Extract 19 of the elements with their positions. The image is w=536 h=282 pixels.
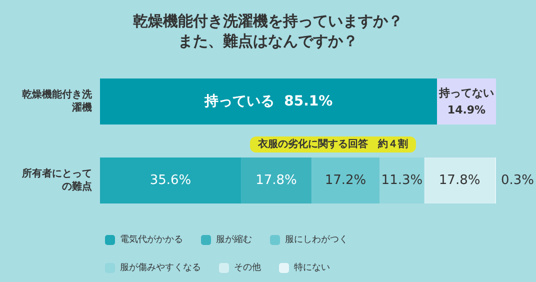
data-label: 17.2% (324, 173, 366, 188)
data-label: 17.8% (438, 173, 480, 188)
annotation: 衣服の劣化に関する回答 約４割 (257, 138, 408, 150)
series-label: 持ってない (438, 86, 494, 100)
data-label: 14.9% (447, 104, 486, 116)
data-label: 0.3% (501, 173, 534, 188)
legend-label: 服が縮む (216, 234, 252, 245)
legend-label: 電気代がかかる (120, 234, 183, 245)
data-label: 17.8% (256, 173, 297, 188)
text: 持っている 85.1% (204, 94, 333, 110)
legend-label: 特にない (294, 262, 330, 273)
y-tick-label: 所有者にとっての難点 (21, 168, 92, 192)
data-label: 11.3% (381, 173, 423, 188)
chart-title: 乾燥機能付き洗濯機を持っていますか？また、難点はなんですか？ (133, 12, 403, 50)
legend-label: 服にしわがつく (285, 235, 348, 245)
data-label: 35.6% (150, 173, 192, 188)
legend-label: 服が傷みやすくなる (120, 262, 201, 273)
y-tick-label: 乾燥機能付き洗濯機 (22, 88, 93, 114)
legend-label: その他 (234, 262, 261, 273)
